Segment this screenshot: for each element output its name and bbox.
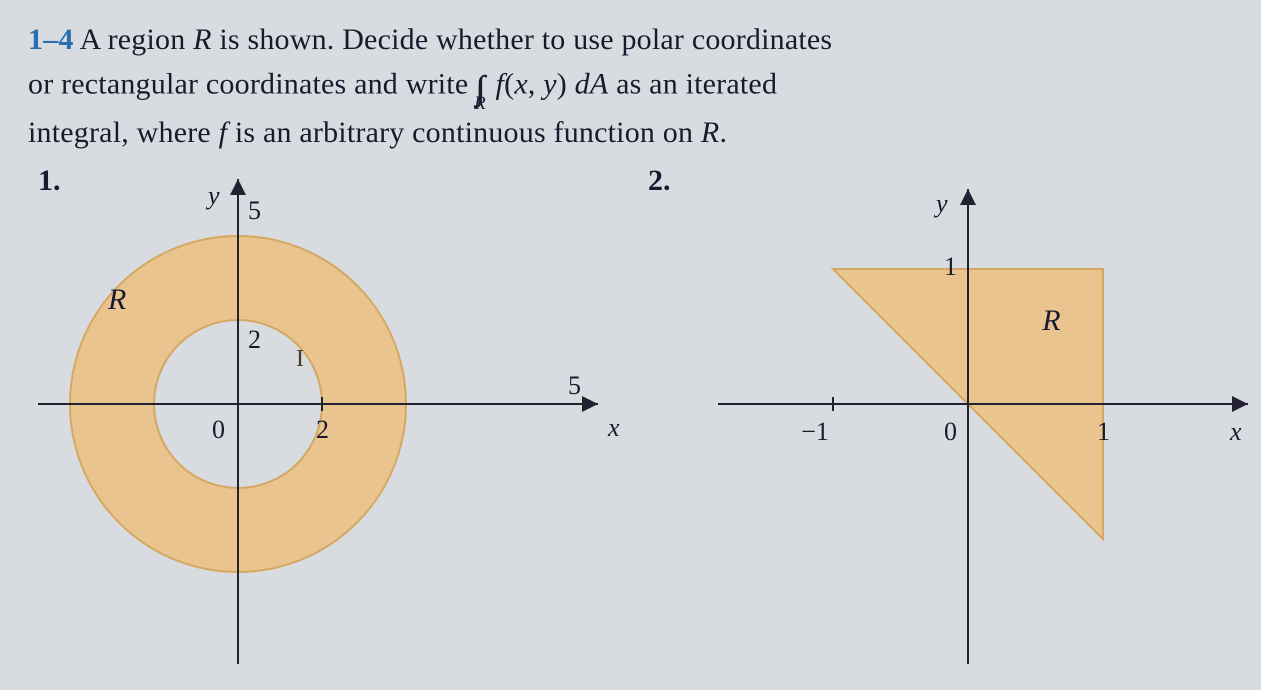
x-tick-m1-label: −1: [801, 417, 829, 446]
integral-expression: ∫∫R: [476, 62, 488, 111]
period: .: [719, 116, 727, 149]
region-R-label: R: [107, 283, 126, 316]
text-fragment: integral, where: [28, 116, 219, 149]
text-fragment: as an iterated: [608, 67, 777, 100]
figure-1-svg: yx52250RI: [28, 164, 648, 664]
figure-2-col: 2. y x 1 −1 0 1 R: [648, 164, 1261, 664]
f-symbol: f: [219, 116, 228, 149]
y-axis-arrow-icon: [960, 189, 976, 205]
region-R: R: [193, 23, 212, 56]
inner-region-label: I: [296, 346, 304, 372]
x-tick-5-label: 5: [568, 371, 581, 400]
fxy-args: (x, y): [504, 67, 567, 100]
origin-label: 0: [944, 417, 957, 446]
y-axis-arrow-icon: [230, 179, 246, 195]
instructions-block: 1–4 A region R is shown. Decide whether …: [28, 18, 1233, 154]
text-fragment: A region: [74, 23, 194, 56]
problem-range: 1–4: [28, 23, 74, 56]
y-axis-label: y: [205, 181, 220, 210]
f-symbol: f: [488, 67, 504, 100]
problem-2-number: 2.: [648, 164, 671, 198]
x-tick-2-label: 2: [316, 415, 329, 444]
y-tick-5-label: 5: [248, 196, 261, 225]
region-R-label: R: [1041, 304, 1060, 337]
y-tick-1-label: 1: [944, 252, 957, 281]
figure-1-col: 1. yx52250RI: [28, 164, 648, 664]
text-fragment: is shown. Decide whether to use polar co…: [212, 23, 833, 56]
x-axis-arrow-icon: [1232, 396, 1248, 412]
x-axis-arrow-icon: [582, 396, 598, 412]
integral-subscript: R: [474, 93, 486, 114]
dA: dA: [567, 67, 608, 100]
figure-2-svg: y x 1 −1 0 1 R: [648, 164, 1261, 664]
y-axis-label: y: [933, 189, 948, 218]
x-axis-label: x: [607, 413, 620, 442]
x-axis-label: x: [1229, 417, 1242, 446]
origin-label: 0: [212, 415, 225, 444]
figures-row: 1. yx52250RI 2. yx1−101R: [28, 164, 1233, 664]
problem-1-number: 1.: [38, 164, 61, 198]
text-fragment: or rectangular coordinates and write: [28, 67, 476, 100]
x-tick-1-label: 1: [1097, 417, 1110, 446]
y-tick-2-label: 2: [248, 325, 261, 354]
text-fragment: is an arbitrary continuous function on: [227, 116, 701, 149]
region-R: R: [701, 116, 720, 149]
